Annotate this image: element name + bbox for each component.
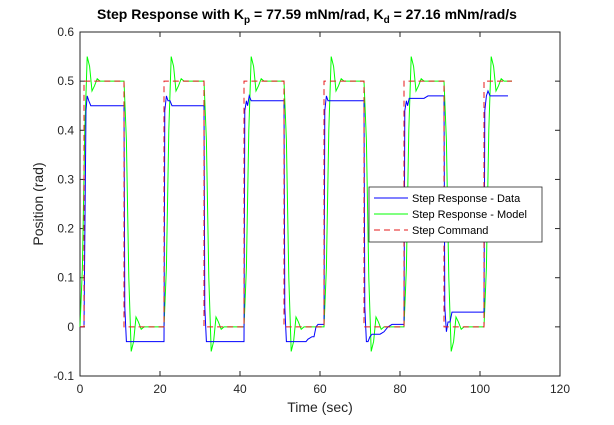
legend: Step Response - Data Step Response - Mode… bbox=[368, 186, 543, 243]
x-tick-label: 0 bbox=[77, 382, 84, 396]
y-tick-label: 0.2 bbox=[57, 222, 74, 236]
legend-items: Step Response - Data Step Response - Mode… bbox=[374, 193, 527, 237]
y-tick-label: 0.4 bbox=[57, 123, 74, 137]
x-tick-label: 40 bbox=[233, 382, 247, 396]
title-subscript-p: p bbox=[244, 15, 250, 26]
series-line-step-command bbox=[80, 80, 512, 328]
x-tick-label: 120 bbox=[550, 382, 570, 396]
y-tick-label: 0.3 bbox=[57, 172, 74, 186]
legend-label: Step Response - Data bbox=[412, 193, 521, 205]
series-line-step-response-data bbox=[80, 89, 508, 343]
chart-title: Step Response with Kp = 77.59 mNm/rad, K… bbox=[97, 6, 517, 26]
x-tick-label: 80 bbox=[393, 382, 407, 396]
x-tick-label: 20 bbox=[153, 382, 167, 396]
y-tick-label: 0.1 bbox=[57, 271, 74, 285]
y-tick-label: -0.1 bbox=[53, 369, 74, 383]
x-axis-label: Time (sec) bbox=[287, 399, 353, 415]
x-tick-label: 60 bbox=[313, 382, 327, 396]
y-tick-label: 0.6 bbox=[57, 25, 74, 39]
y-tick-label: 0.5 bbox=[57, 74, 74, 88]
axis-ticks: 0 20 40 60 80 100 120-0.100.10.20.30.40.50.6 bbox=[53, 25, 570, 396]
y-tick-label: 0 bbox=[67, 320, 74, 334]
legend-label: Step Response - Model bbox=[412, 209, 527, 221]
title-subscript-d: d bbox=[384, 15, 390, 26]
y-axis-label: Position (rad) bbox=[30, 162, 46, 245]
x-tick-label: 100 bbox=[470, 382, 490, 396]
legend-label: Step Command bbox=[412, 225, 488, 237]
